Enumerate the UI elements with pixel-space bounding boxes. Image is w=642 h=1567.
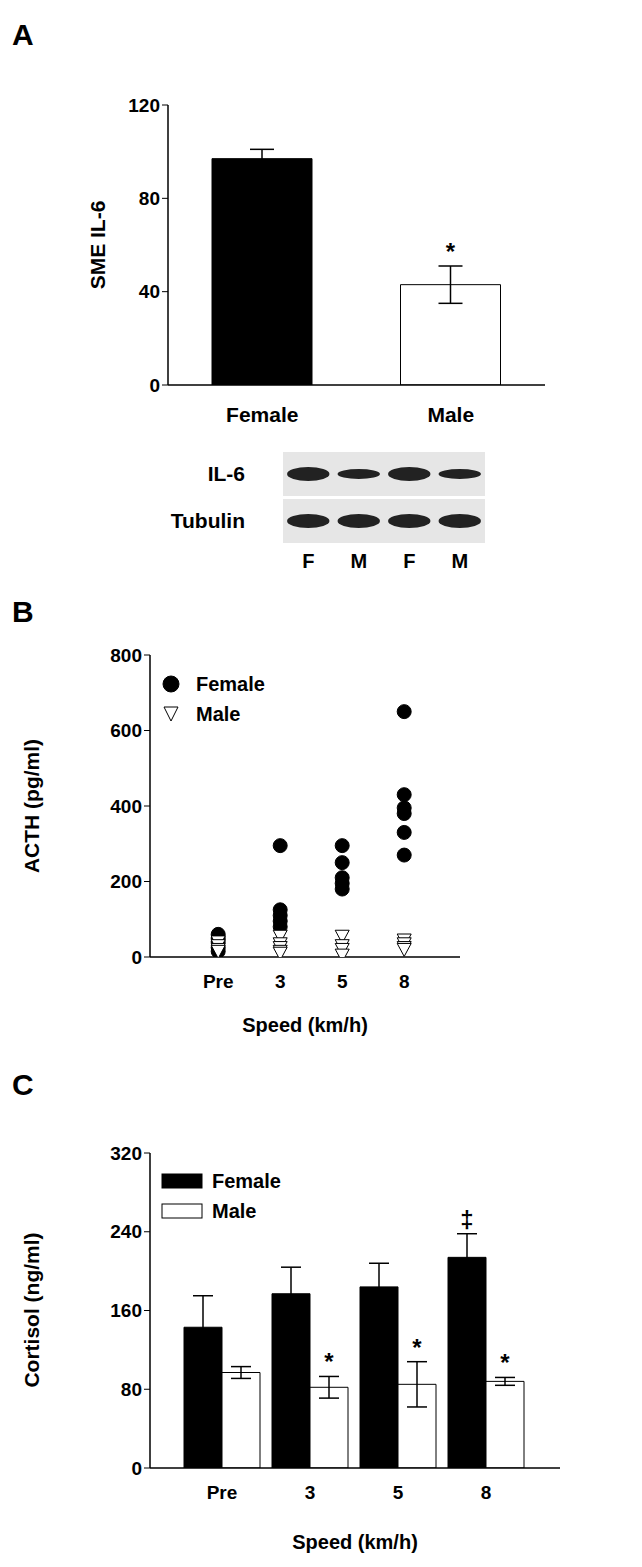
svg-text:80: 80 [139,188,160,209]
svg-text:0: 0 [131,1458,142,1479]
svg-text:200: 200 [110,871,142,892]
html-text:SME IL-6: SME IL-6 [86,200,109,290]
html-text:C: C [12,1068,34,1101]
svg-text:Female: Female [212,1170,281,1192]
html-text:Cortisol (ng/ml): Cortisol (ng/ml) [20,1232,43,1388]
svg-text:80: 80 [121,1379,142,1400]
svg-text:3: 3 [305,1482,316,1503]
svg-text:IL-6: IL-6 [208,462,245,485]
html-text:ACTH (pg/ml): ACTH (pg/ml) [20,738,43,874]
svg-text:600: 600 [110,720,142,741]
svg-text:5: 5 [337,971,348,992]
svg-text:Female: Female [196,673,265,695]
html-text:Speed (km/h): Speed (km/h) [292,1530,418,1553]
svg-text:40: 40 [139,281,160,302]
svg-text:5: 5 [393,1482,404,1503]
svg-text:Male: Male [212,1200,256,1222]
svg-text:*: * [446,238,456,265]
svg-text:160: 160 [110,1300,142,1321]
svg-text:*: * [324,1348,334,1375]
svg-text:800: 800 [110,645,142,666]
html-text:B: B [12,595,34,628]
svg-text:Pre: Pre [207,1482,238,1503]
svg-text:*: * [412,1334,422,1361]
html-text:Speed (km/h): Speed (km/h) [242,1013,368,1036]
svg-text:0: 0 [131,947,142,968]
svg-text:Pre: Pre [203,971,234,992]
html-text:A: A [12,18,34,51]
svg-text:0: 0 [149,375,160,396]
svg-text:8: 8 [399,971,410,992]
svg-text:400: 400 [110,796,142,817]
svg-text:120: 120 [128,95,160,116]
svg-text:F: F [302,550,314,572]
svg-text:‡: ‡ [460,1206,473,1233]
svg-text:M: M [350,550,367,572]
svg-text:Male: Male [196,703,240,725]
svg-text:F: F [403,550,415,572]
svg-text:240: 240 [110,1221,142,1242]
svg-text:Tubulin: Tubulin [171,509,245,532]
svg-text:Female: Female [226,403,298,426]
svg-text:8: 8 [481,1482,492,1503]
svg-text:*: * [500,1349,510,1376]
svg-text:320: 320 [110,1143,142,1164]
svg-text:Male: Male [427,403,474,426]
svg-text:3: 3 [275,971,286,992]
svg-text:M: M [451,550,468,572]
